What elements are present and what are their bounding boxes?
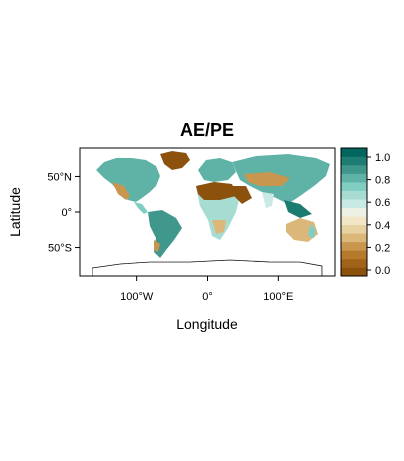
y-axis: 50°N 0° 50°S [47,171,80,255]
colorbar-swatch [341,216,367,226]
landmass-western-us [112,182,130,200]
colorbar-swatch [341,241,367,251]
landmass-se-asia [284,200,312,218]
landmass-patagonia [154,240,160,252]
x-tick-label: 0° [202,291,213,303]
colorbar-swatch [341,190,367,200]
x-tick-label: 100°W [120,291,154,303]
colorbar-swatch [341,233,367,243]
colorbar-swatch [341,267,367,277]
colorbar-tick-label: 0.4 [375,220,390,232]
land-masses [91,151,330,276]
map-panel [80,148,335,276]
colorbar-swatch [341,207,367,217]
landmass-greenland [160,151,190,170]
colorbar-swatch [341,173,367,183]
landmass-australia-east [308,224,316,238]
landmass-europe [198,158,236,182]
colorbar-swatch [341,199,367,209]
colorbar-tick-label: 0.6 [375,197,390,209]
colorbar-swatch [341,148,367,157]
x-axis-label: Longitude [176,316,238,332]
colorbar-frame [340,147,368,277]
y-tick-label: 50°S [48,243,72,255]
y-axis-label: Latitude [7,187,23,237]
colorbar-swatch [341,258,367,268]
landmass-india [262,192,274,208]
landmass-central-america [134,202,148,214]
x-tick-label: 100°E [263,291,293,303]
colorbar-swatch [341,224,367,234]
colorbar-tick-label: 0.0 [375,265,390,277]
colorbar-tick-label: 0.2 [375,242,390,254]
y-tick-label: 50°N [47,171,72,183]
landmass-north-america [96,158,160,202]
colorbar-swatch [341,250,367,260]
landmass-antarctica [91,259,323,276]
landmass-central-asia [244,172,290,186]
colorbar-swatch [341,156,367,166]
landmass-sahara [196,182,236,200]
colorbar-swatch [341,182,367,191]
colorbar-swatch [341,165,367,174]
x-axis: 100°W 0° 100°E [120,276,293,303]
y-tick-label: 0° [61,207,72,219]
chart-title: AE/PE [180,120,234,140]
colorbar-tick-label: 0.8 [375,175,390,187]
colorbar-tick-label: 1.0 [375,152,390,164]
colorbar: 0.0 0.2 0.4 0.6 0.8 1.0 [340,147,390,277]
landmass-kalahari [212,220,226,234]
landmass-arabia [232,186,252,204]
